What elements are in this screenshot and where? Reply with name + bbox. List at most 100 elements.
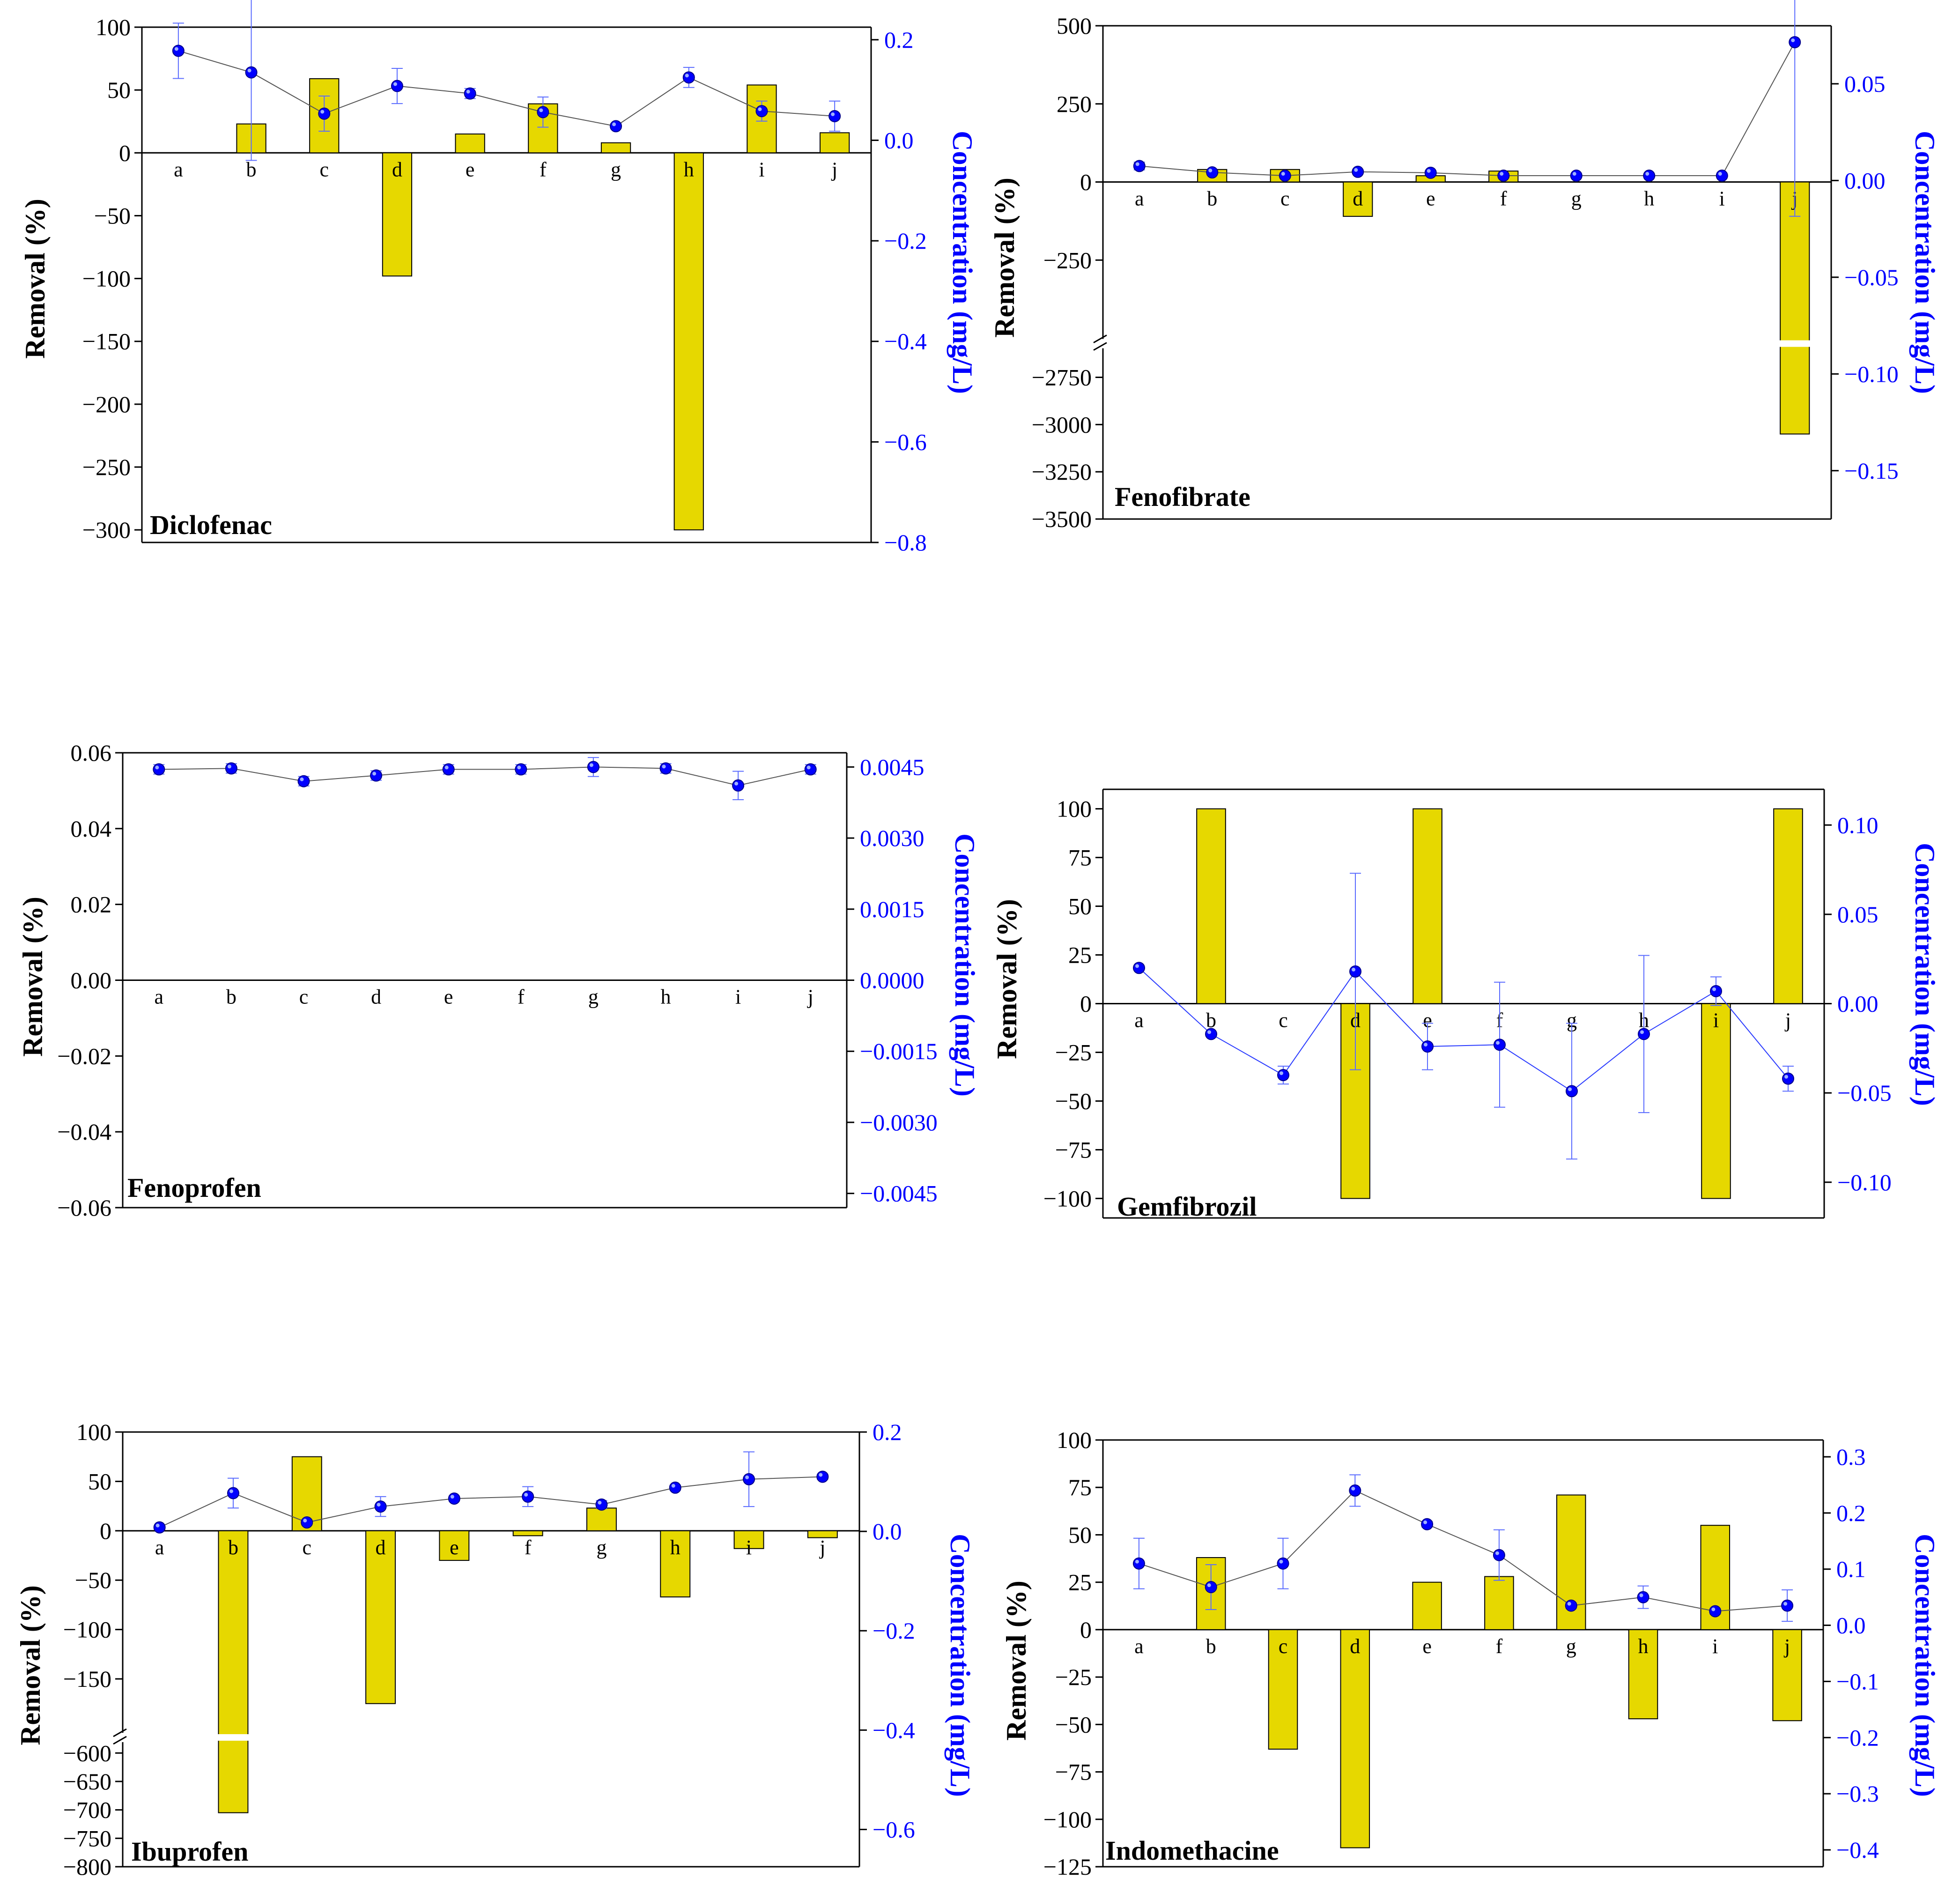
bar-j (807, 1530, 838, 1538)
concentration-point-a (153, 1521, 166, 1534)
panel-title-diclofenac: Diclofenac (150, 510, 272, 540)
point-highlight (1281, 172, 1285, 176)
category-label-f: f (540, 158, 547, 181)
point-highlight (819, 1473, 823, 1477)
category-label-b: b (226, 986, 237, 1009)
concentration-point-c (1277, 1069, 1289, 1081)
concentration-point-e (448, 1492, 460, 1505)
category-label-g: g (1567, 1009, 1577, 1032)
concentration-point-b (1206, 166, 1219, 179)
category-label-d: d (376, 1536, 386, 1559)
category-label-h: h (684, 158, 694, 181)
y2-tick-label: 0.3 (1836, 1444, 1866, 1470)
bar-e (455, 134, 485, 154)
y-tick-label: 100 (1057, 796, 1092, 822)
y-tick-label: 100 (1057, 1427, 1092, 1453)
concentration-point-d (374, 1500, 387, 1513)
y-tick-label: 0 (100, 1518, 111, 1544)
concentration-point-f (537, 106, 549, 119)
y2-tick-label: −0.4 (873, 1717, 915, 1743)
bar-g (600, 142, 631, 154)
concentration-line (159, 1476, 823, 1528)
y2-tick-label: −0.15 (1844, 458, 1899, 484)
category-label-f: f (518, 986, 525, 1009)
concentration-line (178, 50, 835, 127)
concentration-point-j (1782, 1072, 1794, 1085)
concentration-point-i (1710, 985, 1722, 997)
y2-tick-label: −0.10 (1844, 361, 1899, 387)
point-highlight (155, 765, 159, 770)
point-highlight (1500, 172, 1504, 176)
bar-d (382, 152, 413, 277)
concentration-point-e (1421, 1518, 1434, 1530)
concentration-point-h (1638, 1028, 1650, 1040)
concentration-line (1139, 42, 1796, 177)
concentration-point-a (1133, 160, 1146, 172)
y-tick-label: 250 (1057, 91, 1092, 117)
point-highlight (1495, 1551, 1499, 1555)
concentration-point-d (1349, 965, 1361, 978)
concentration-point-j (1789, 36, 1801, 49)
bar-h (660, 1530, 691, 1598)
category-label-a: a (155, 1536, 164, 1559)
category-label-j: j (819, 1536, 825, 1559)
point-highlight (671, 1484, 675, 1488)
category-label-i: i (1719, 187, 1725, 210)
y-tick-label: −0.02 (57, 1043, 111, 1069)
category-label-a: a (1134, 1009, 1144, 1032)
point-highlight (539, 108, 543, 112)
y-axis-label-fenoprofen: Removal (%) (17, 897, 48, 1057)
point-highlight (1352, 967, 1355, 972)
y2-tick-label: 0.2 (1836, 1500, 1866, 1526)
category-label-d: d (1350, 1635, 1360, 1658)
y-tick-label: 50 (88, 1468, 111, 1494)
concentration-line (1139, 967, 1789, 1092)
category-label-a: a (1135, 187, 1144, 210)
category-label-h: h (661, 986, 671, 1009)
y2-tick-label: −0.2 (1836, 1724, 1879, 1751)
category-label-e: e (1426, 187, 1435, 210)
y-tick-label: 0 (119, 140, 131, 166)
category-label-e: e (444, 986, 453, 1009)
concentration-point-g (595, 1498, 608, 1511)
y2-tick-label: −0.2 (884, 228, 927, 254)
y-tick-label: −250 (82, 454, 131, 480)
y-tick-label: −100 (1043, 1806, 1092, 1833)
y-axis-label-ibuprofen: Removal (%) (15, 1585, 46, 1745)
point-highlight (1711, 1607, 1716, 1611)
bar-j (1772, 1629, 1802, 1722)
point-highlight (806, 765, 811, 770)
y-axis-label-diclofenac: Removal (%) (20, 199, 51, 359)
category-label-d: d (1353, 187, 1363, 210)
concentration-point-j (1781, 1599, 1794, 1612)
y2-tick-label: −0.0015 (860, 1038, 938, 1064)
concentration-point-d (1349, 1484, 1361, 1497)
point-highlight (229, 1489, 233, 1493)
bar-b (1196, 808, 1226, 1004)
y2-tick-label: −0.05 (1837, 1080, 1892, 1106)
concentration-line (1139, 1490, 1788, 1612)
y2-tick-label: 0.0015 (860, 896, 925, 922)
y-tick-label: −650 (63, 1768, 111, 1795)
point-highlight (524, 1492, 528, 1497)
concentration-point-f (522, 1490, 534, 1503)
bar-e (439, 1530, 470, 1561)
category-label-h: h (1644, 187, 1654, 210)
category-label-c: c (302, 1536, 311, 1559)
y-tick-label: −100 (63, 1617, 111, 1643)
point-highlight (517, 765, 521, 770)
panel-ibuprofen: 100 50 0 −50 −100 −150 −600−650−700−750 −800 0.2… (63, 1419, 915, 1880)
y-axis-label-fenofibrate: Removal (%) (989, 178, 1020, 338)
point-highlight (300, 777, 304, 781)
category-label-c: c (1279, 1009, 1288, 1032)
category-label-g: g (1566, 1635, 1576, 1658)
point-highlight (1640, 1030, 1644, 1034)
category-label-j: j (1784, 1009, 1791, 1032)
point-highlight (1424, 1043, 1427, 1046)
axis-break-mark (113, 1736, 127, 1745)
y2-tick-label: 0.0 (873, 1518, 902, 1544)
y-tick-label: −750 (63, 1825, 111, 1851)
axis-break-mark (1093, 334, 1107, 343)
